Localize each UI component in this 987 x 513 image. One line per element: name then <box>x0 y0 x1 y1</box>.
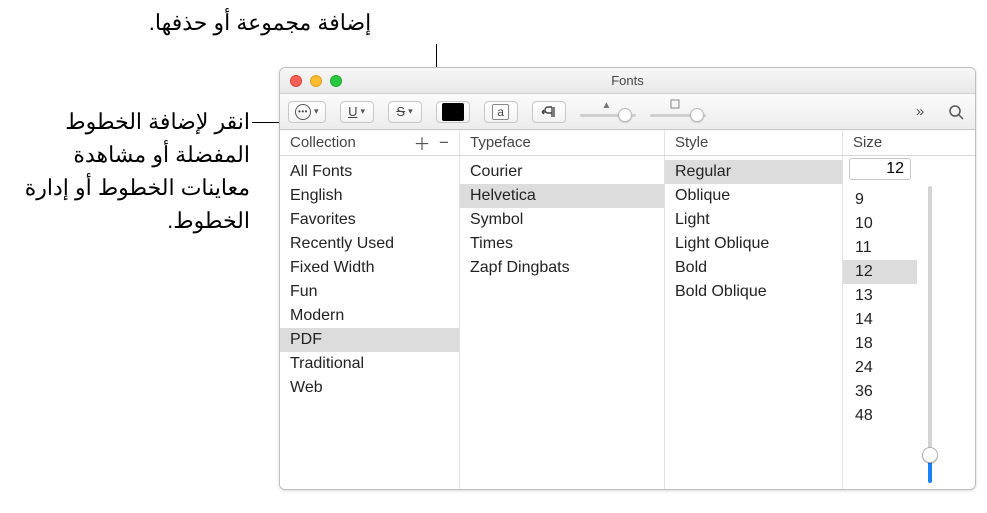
style-list[interactable]: RegularObliqueLightLight ObliqueBoldBold… <box>665 156 842 304</box>
header-style: Style <box>665 130 843 155</box>
size-item[interactable]: 18 <box>843 332 917 356</box>
size-item[interactable]: 14 <box>843 308 917 332</box>
square-marker-icon <box>670 99 680 112</box>
style-item[interactable]: Light Oblique <box>665 232 842 256</box>
more-actions-button[interactable]: ••• ▾ <box>288 101 326 123</box>
style-item[interactable]: Oblique <box>665 184 842 208</box>
collection-item[interactable]: Web <box>280 376 459 400</box>
typeface-item[interactable]: Times <box>460 232 664 256</box>
typeface-item[interactable]: Zapf Dingbats <box>460 256 664 280</box>
collection-item[interactable]: Traditional <box>280 352 459 376</box>
triangle-marker-icon: ▲ <box>602 100 612 111</box>
size-slider[interactable] <box>917 186 943 483</box>
underline-button[interactable]: U ▾ <box>340 101 374 123</box>
color-swatch-icon <box>442 103 464 121</box>
add-collection-button[interactable]: ＋ <box>413 130 431 155</box>
text-a-icon: a <box>492 104 509 120</box>
chevron-down-icon: ▾ <box>360 106 365 117</box>
toolbar: ••• ▾ U ▾ S ▾ a ▲ <box>280 94 975 130</box>
callout-line <box>252 122 279 123</box>
text-color-button[interactable] <box>436 101 470 123</box>
search-icon <box>948 104 964 120</box>
header-size: Size <box>843 130 975 155</box>
more-icon: ••• <box>295 104 311 120</box>
minimize-icon[interactable] <box>310 75 322 87</box>
typeface-item[interactable]: Symbol <box>460 208 664 232</box>
strikethrough-button[interactable]: S ▾ <box>388 101 422 123</box>
size-item[interactable]: 36 <box>843 380 917 404</box>
size-input[interactable] <box>849 158 911 180</box>
style-item[interactable]: Light <box>665 208 842 232</box>
close-icon[interactable] <box>290 75 302 87</box>
shadow-opacity-slider[interactable]: ▲ <box>580 102 636 122</box>
slider-knob[interactable] <box>922 447 938 463</box>
header-label: Typeface <box>470 134 531 151</box>
shadow-blur-slider[interactable] <box>650 102 706 122</box>
collection-item[interactable]: All Fonts <box>280 160 459 184</box>
typeface-column: CourierHelveticaSymbolTimesZapf Dingbats <box>460 156 665 489</box>
fonts-window: Fonts ••• ▾ U ▾ S ▾ a ▲ <box>279 67 976 490</box>
collection-item[interactable]: Fun <box>280 280 459 304</box>
callout-add-remove-group: إضافة مجموعة أو حذفها. <box>120 6 400 39</box>
collection-item[interactable]: Favorites <box>280 208 459 232</box>
style-item[interactable]: Bold Oblique <box>665 280 842 304</box>
remove-collection-button[interactable]: − <box>435 133 453 153</box>
chevron-double-right-icon: » <box>916 103 924 120</box>
style-item[interactable]: Regular <box>665 160 842 184</box>
typeface-list[interactable]: CourierHelveticaSymbolTimesZapf Dingbats <box>460 156 664 280</box>
chevron-down-icon: ▾ <box>314 106 319 117</box>
collection-item[interactable]: English <box>280 184 459 208</box>
collection-item[interactable]: Recently Used <box>280 232 459 256</box>
collection-column: All FontsEnglishFavoritesRecently UsedFi… <box>280 156 460 489</box>
size-item[interactable]: 11 <box>843 236 917 260</box>
size-item[interactable]: 13 <box>843 284 917 308</box>
strikethrough-icon: S <box>396 104 405 119</box>
callout-more-menu: انقر لإضافة الخطوط المفضلة أو مشاهدة معا… <box>5 105 250 237</box>
collection-item[interactable]: Fixed Width <box>280 256 459 280</box>
typeface-item[interactable]: Courier <box>460 160 664 184</box>
typeface-item[interactable]: Helvetica <box>460 184 664 208</box>
document-color-button[interactable]: a <box>484 101 518 123</box>
size-item[interactable]: 9 <box>843 188 917 212</box>
header-collection: Collection ＋ − <box>280 130 460 155</box>
window-controls <box>280 75 342 87</box>
size-item[interactable]: 12 <box>843 260 917 284</box>
size-item[interactable]: 10 <box>843 212 917 236</box>
header-typeface: Typeface <box>460 130 665 155</box>
underline-icon: U <box>348 104 357 119</box>
chevron-down-icon: ▾ <box>408 106 413 117</box>
overflow-button[interactable]: » <box>909 101 931 123</box>
header-label: Style <box>675 134 708 151</box>
style-item[interactable]: Bold <box>665 256 842 280</box>
zoom-icon[interactable] <box>330 75 342 87</box>
window-title: Fonts <box>280 73 975 88</box>
header-label: Size <box>853 134 882 151</box>
size-list[interactable]: 9101112131418243648 <box>843 184 917 428</box>
pilcrow-rtl-icon <box>540 105 558 119</box>
search-button[interactable] <box>945 101 967 123</box>
size-column: 9101112131418243648 <box>843 156 975 489</box>
size-item[interactable]: 24 <box>843 356 917 380</box>
style-column: RegularObliqueLightLight ObliqueBoldBold… <box>665 156 843 489</box>
titlebar: Fonts <box>280 68 975 94</box>
slider-track <box>928 186 932 483</box>
size-item[interactable]: 48 <box>843 404 917 428</box>
panel-body: All FontsEnglishFavoritesRecently UsedFi… <box>280 156 975 489</box>
collection-item[interactable]: PDF <box>280 328 459 352</box>
collection-item[interactable]: Modern <box>280 304 459 328</box>
paragraph-direction-button[interactable] <box>532 101 566 123</box>
column-headers: Collection ＋ − Typeface Style Size <box>280 130 975 156</box>
header-label: Collection <box>290 134 356 151</box>
collection-list[interactable]: All FontsEnglishFavoritesRecently UsedFi… <box>280 156 459 400</box>
